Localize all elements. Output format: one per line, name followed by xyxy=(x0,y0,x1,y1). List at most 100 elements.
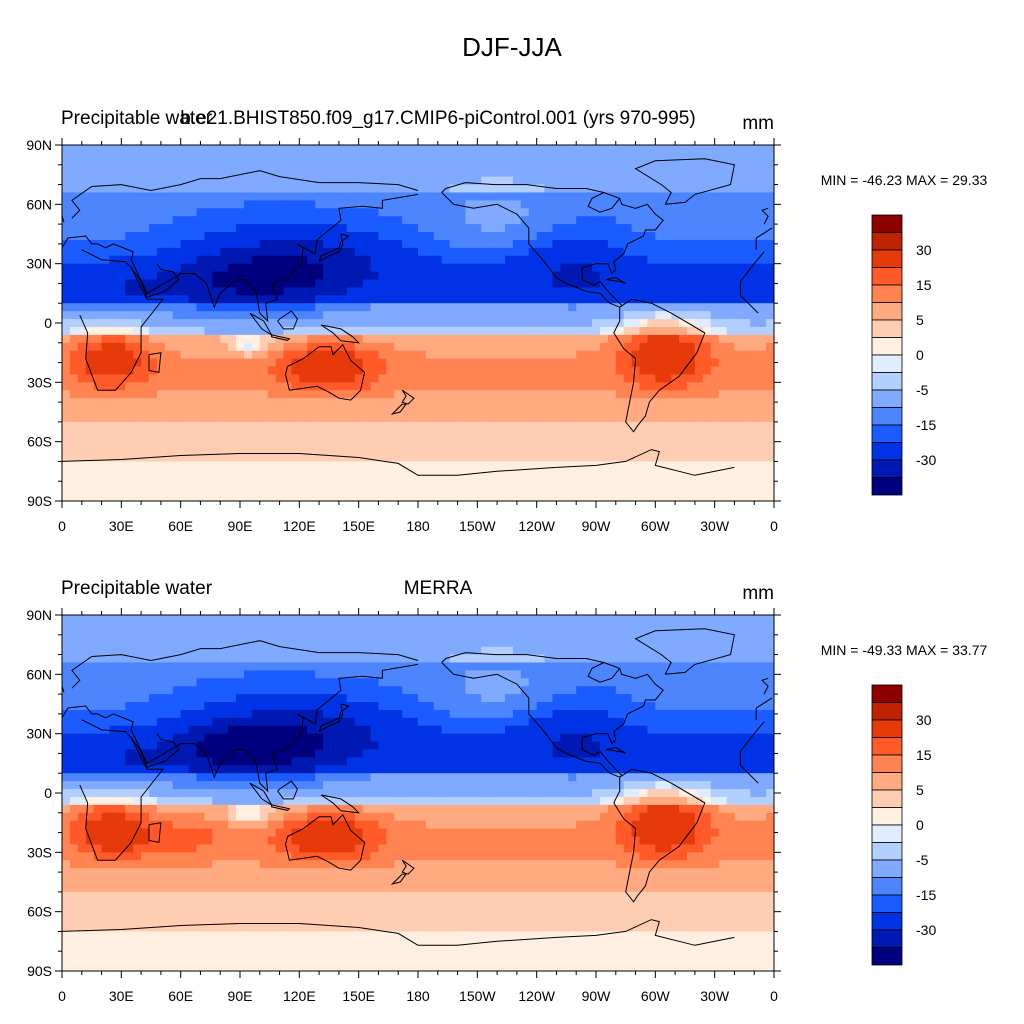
field-cell xyxy=(441,295,451,304)
field-cell xyxy=(299,271,308,281)
field-cell xyxy=(512,445,522,455)
field-cell xyxy=(236,350,245,360)
field-cell xyxy=(85,686,95,695)
field-cell xyxy=(497,247,506,257)
field-cell xyxy=(156,350,166,360)
field-cell xyxy=(315,208,324,217)
field-cell xyxy=(536,374,546,383)
field-cell xyxy=(425,224,435,233)
field-cell xyxy=(473,366,482,376)
field-cell xyxy=(172,963,182,971)
field-cell xyxy=(599,453,609,463)
field-cell xyxy=(758,239,767,249)
field-cell xyxy=(560,224,569,233)
field-cell xyxy=(62,461,71,470)
field-cell xyxy=(243,232,253,241)
field-cell xyxy=(758,461,767,470)
field-cell xyxy=(85,224,95,233)
field-cell xyxy=(259,493,269,501)
field-cell xyxy=(291,429,300,439)
field-cell xyxy=(750,382,759,391)
field-cell xyxy=(85,820,95,830)
field-cell xyxy=(62,781,71,790)
field-cell xyxy=(568,200,577,209)
field-cell xyxy=(156,224,166,233)
field-cell xyxy=(164,876,174,885)
field-cell xyxy=(220,374,229,383)
field-cell xyxy=(671,247,680,257)
field-cell xyxy=(402,493,411,501)
field-cell xyxy=(204,232,213,241)
field-cell xyxy=(69,622,79,632)
field-cell xyxy=(354,493,364,501)
field-cell xyxy=(180,445,190,455)
field-cell xyxy=(410,279,419,288)
field-cell xyxy=(726,311,736,320)
field-cell xyxy=(101,477,111,486)
field-cell xyxy=(726,152,736,162)
field-cell xyxy=(702,421,712,431)
field-cell xyxy=(77,694,87,703)
field-cell xyxy=(378,255,387,265)
field-cell xyxy=(615,493,625,501)
field-cell xyxy=(156,615,166,624)
field-cell xyxy=(62,773,71,782)
field-cell xyxy=(465,192,474,201)
field-cell xyxy=(386,366,395,376)
field-cell xyxy=(172,485,182,494)
field-cell xyxy=(62,733,71,743)
field-cell xyxy=(512,271,522,281)
field-cell xyxy=(93,145,103,154)
field-cell xyxy=(679,461,688,470)
field-cell xyxy=(536,485,546,494)
field-cell xyxy=(576,421,585,431)
field-cell xyxy=(251,469,261,478)
field-cell xyxy=(726,208,736,217)
field-cell xyxy=(156,622,166,632)
field-cell xyxy=(338,271,348,281)
field-cell xyxy=(592,224,601,233)
field-cell xyxy=(212,398,221,407)
field-cell xyxy=(766,421,774,431)
field-cell xyxy=(204,200,213,209)
field-cell xyxy=(402,453,411,463)
field-cell xyxy=(536,208,546,217)
field-cell xyxy=(307,334,316,344)
field-cell xyxy=(133,844,142,853)
field-cell xyxy=(726,366,736,376)
field-cell xyxy=(742,224,751,233)
field-cell xyxy=(370,232,380,241)
field-cell xyxy=(686,374,696,383)
field-cell xyxy=(386,216,395,225)
field-cell xyxy=(236,469,245,478)
field-cell xyxy=(149,429,158,439)
field-cell xyxy=(418,295,427,304)
field-cell xyxy=(441,390,451,399)
field-cell xyxy=(220,398,229,407)
field-cell xyxy=(243,208,253,217)
field-cell xyxy=(425,145,435,154)
field-cell xyxy=(378,295,387,304)
field-cell xyxy=(62,326,71,336)
field-cell xyxy=(133,852,142,861)
field-cell xyxy=(133,828,142,838)
field-cell xyxy=(512,421,522,431)
field-cell xyxy=(655,350,664,360)
field-cell xyxy=(307,421,316,431)
field-cell xyxy=(267,445,277,455)
field-cell xyxy=(180,319,190,328)
field-cell xyxy=(544,453,554,463)
field-cell xyxy=(362,461,372,470)
field-cell xyxy=(338,342,348,352)
field-cell xyxy=(497,493,506,501)
field-cell xyxy=(323,493,332,501)
coastline xyxy=(587,192,621,213)
field-cell xyxy=(141,326,150,336)
field-cell xyxy=(243,461,253,470)
field-cell xyxy=(520,200,530,209)
field-cell xyxy=(133,461,142,470)
field-cell xyxy=(679,406,688,415)
field-cell xyxy=(686,255,696,265)
field-cell xyxy=(584,477,593,486)
field-cell xyxy=(718,152,728,162)
